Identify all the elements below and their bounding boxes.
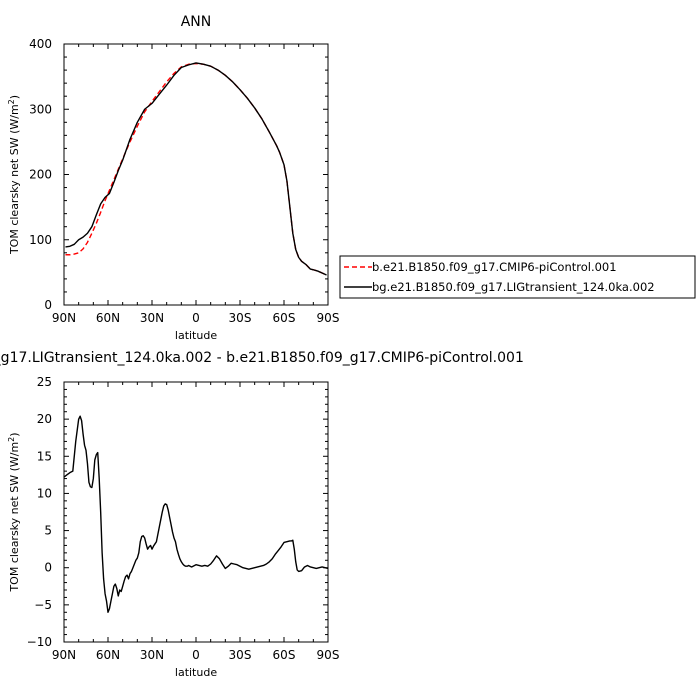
y-tick-label: 15 (37, 449, 52, 463)
y-tick-label: 10 (37, 486, 52, 500)
legend-entry-1: b.e21.B1850.f09_g17.CMIP6-piControl.001 (372, 260, 617, 274)
series-line-2 (65, 62, 327, 276)
y-tick-label: 200 (29, 168, 52, 182)
legend: b.e21.B1850.f09_g17.CMIP6-piControl.001b… (339, 255, 696, 299)
panel-1: ANN 90N 60N 30N 0 30S 60S 90S 0 100 200 300 400 latit… (7, 14, 696, 342)
legend-box (339, 255, 696, 299)
series-line-1 (65, 62, 327, 276)
x-tick-label: 90N (52, 311, 76, 325)
x-tick-label: 30S (229, 311, 252, 325)
y-tick-label: −5 (34, 598, 52, 612)
chart-title: bg.e21.B1850.f09_g17.LIGtransient_124.0k… (0, 350, 524, 366)
x-tick-label: 30N (140, 311, 164, 325)
series-group (65, 62, 327, 276)
y-tick-label: 25 (37, 375, 52, 389)
legend-entry-2: bg.e21.B1850.f09_g17.LIGtransient_124.0k… (372, 280, 655, 294)
y-tick-label: 5 (44, 524, 52, 538)
y-tick-label: 0 (44, 561, 52, 575)
x-tick-label: 90S (317, 648, 340, 662)
y-axis-label: TOM clearsky net SW (W/m2) (7, 432, 21, 592)
y-tick-label: 300 (29, 102, 52, 116)
y-axis-label-close: ) (8, 95, 21, 99)
panel-2: bg.e21.B1850.f09_g17.LIGtransient_124.0k… (0, 350, 524, 679)
chart-title: ANN (181, 14, 212, 30)
series-line-1 (64, 415, 328, 613)
y-tick-label: 0 (44, 298, 52, 312)
x-tick-label: 90S (317, 311, 340, 325)
x-tick-label: 0 (192, 311, 200, 325)
x-tick-label: 30N (140, 648, 164, 662)
y-axis-label-text: TOM clearsky net SW (W/m (8, 442, 21, 593)
x-tick-label: 60S (273, 311, 296, 325)
x-tick-label: 60N (96, 648, 120, 662)
y-tick-label: 100 (29, 233, 52, 247)
x-tick-label: 30S (229, 648, 252, 662)
plot-frame (63, 381, 329, 643)
x-tick-label: 90N (52, 648, 76, 662)
x-axis-label: latitude (175, 329, 217, 342)
x-tick-label: 0 (192, 648, 200, 662)
y-axis-label-text: TOM clearsky net SW (W/m (8, 104, 21, 255)
series-group (64, 415, 328, 613)
y-axis-label-close: ) (8, 432, 21, 436)
y-tick-label: 400 (29, 37, 52, 51)
y-axis-label-sup: 2 (7, 437, 16, 442)
plot-frame (63, 43, 329, 306)
y-axis-label-sup: 2 (7, 99, 16, 104)
x-axis-label: latitude (175, 666, 217, 679)
y-tick-label: −10 (27, 635, 52, 649)
y-tick-label: 20 (37, 412, 52, 426)
x-tick-label: 60S (273, 648, 296, 662)
y-axis-label: TOM clearsky net SW (W/m2) (7, 95, 21, 255)
x-tick-label: 60N (96, 311, 120, 325)
